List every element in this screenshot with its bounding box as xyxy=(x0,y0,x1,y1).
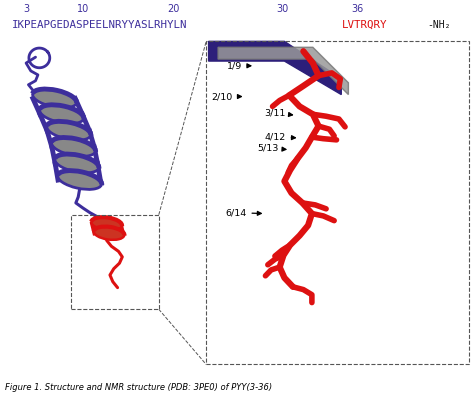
Text: Figure 1. Structure and NMR structure (PDB: 3PE0) of PYY(3-36): Figure 1. Structure and NMR structure (P… xyxy=(5,383,272,392)
Text: LVTRQRY: LVTRQRY xyxy=(342,20,388,30)
Text: 6/14: 6/14 xyxy=(225,208,261,217)
Ellipse shape xyxy=(40,105,83,124)
Bar xyxy=(71,215,159,309)
Bar xyxy=(206,41,469,364)
Polygon shape xyxy=(209,41,341,95)
Text: 3: 3 xyxy=(23,4,29,14)
Polygon shape xyxy=(218,47,348,95)
Text: 1/9: 1/9 xyxy=(227,61,251,70)
Text: 5/13: 5/13 xyxy=(257,144,286,152)
Text: 10: 10 xyxy=(77,4,89,14)
Text: 3/11: 3/11 xyxy=(264,109,292,117)
Ellipse shape xyxy=(55,154,99,173)
Ellipse shape xyxy=(91,217,122,230)
Text: IKPEAPGEDASPEELNRYYASLRHYLN: IKPEAPGEDASPEELNRYYASLRHYLN xyxy=(12,20,187,30)
Ellipse shape xyxy=(94,227,124,240)
Text: 4/12: 4/12 xyxy=(264,133,295,141)
Ellipse shape xyxy=(52,138,95,156)
Text: -NH₂: -NH₂ xyxy=(428,20,451,30)
Ellipse shape xyxy=(33,89,76,108)
Text: 30: 30 xyxy=(276,4,288,14)
Text: 20: 20 xyxy=(167,4,179,14)
Ellipse shape xyxy=(58,171,101,190)
Ellipse shape xyxy=(47,121,91,140)
Text: 2/10: 2/10 xyxy=(211,92,241,101)
Text: 36: 36 xyxy=(352,4,364,14)
